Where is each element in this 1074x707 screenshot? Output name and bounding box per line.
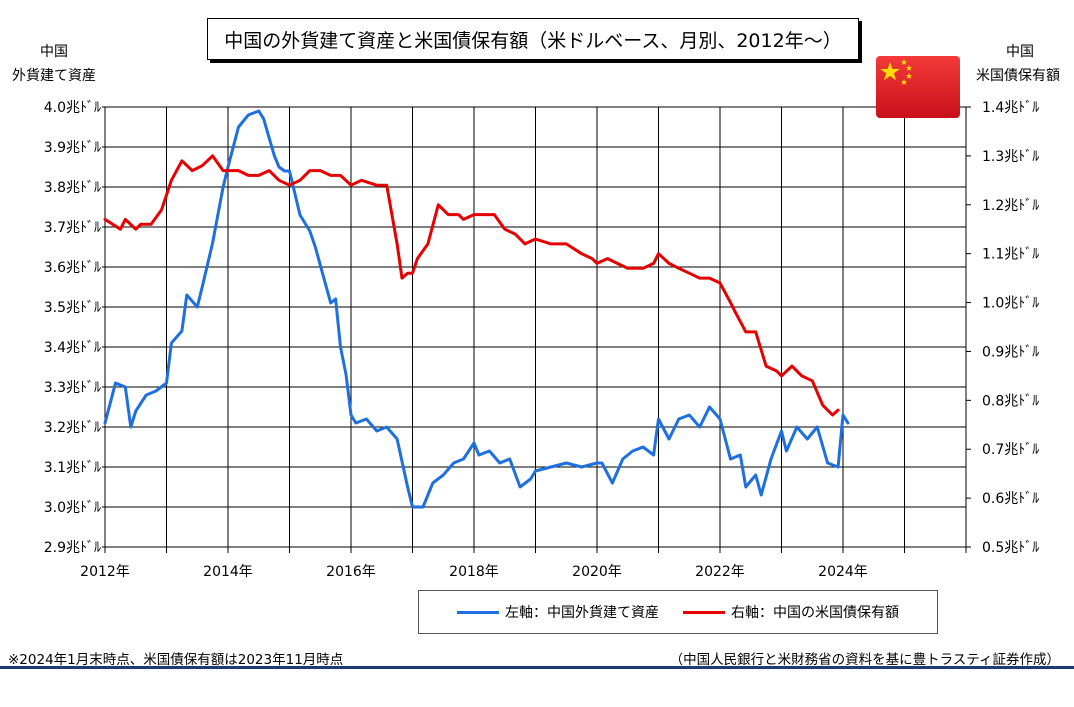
y-right-tick-label: 0.6兆ﾄﾞﾙ [982, 491, 1039, 507]
china-flag-icon [876, 56, 960, 118]
y-left-tick-label: 3.1兆ﾄﾞﾙ [44, 460, 101, 476]
y-right-tick-label: 0.5兆ﾄﾞﾙ [982, 540, 1039, 556]
footnote-left: ※2024年1月末時点、米国債保有額は2023年11月時点 [8, 652, 344, 668]
right-axis-title: 中国 [986, 40, 1054, 64]
axes [102, 106, 971, 553]
y-left-tick-label: 3.5兆ﾄﾞﾙ [44, 300, 101, 316]
y-left-tick-label: 2.9兆ﾄﾞﾙ [44, 540, 101, 556]
left-axis-title-line1: 中国 [40, 44, 68, 60]
left-axis-title-sub: 外貨建て資産 [0, 64, 108, 88]
legend-label-left: 左軸：中国外貨建て資産 [505, 605, 659, 621]
chart-title: 中国の外貨建て資産と米国債保有額（米ドルベース、月別、2012年～） [207, 18, 859, 60]
legend-label-right: 右軸：中国の米国債保有額 [731, 605, 899, 621]
x-tick-label: 2014年 [203, 564, 253, 580]
y-right-tick-label: 0.7兆ﾄﾞﾙ [982, 442, 1039, 458]
legend-item-left: 左軸：中国外貨建て資産 [457, 602, 659, 622]
x-tick-label: 2012年 [80, 564, 130, 580]
plot-border [104, 106, 967, 548]
y-left-tick-label: 3.0兆ﾄﾞﾙ [44, 500, 101, 516]
left-axis-title-line2: 外貨建て資産 [12, 68, 96, 84]
x-tick-label: 2020年 [572, 564, 622, 580]
y-left-tick-label: 3.6兆ﾄﾞﾙ [44, 260, 101, 276]
right-axis-title-line1: 中国 [1006, 44, 1034, 60]
y-right-tick-label: 1.4兆ﾄﾞﾙ [982, 100, 1039, 116]
left-axis-title: 中国 [20, 40, 88, 64]
y-right-tick-label: 0.8兆ﾄﾞﾙ [982, 393, 1039, 409]
series-line-us-treasury-holdings [103, 154, 840, 417]
y-right-tick-label: 0.9兆ﾄﾞﾙ [982, 344, 1039, 360]
tick-labels: 2.9兆ﾄﾞﾙ 3.0兆ﾄﾞﾙ 3.1兆ﾄﾞﾙ 3.2兆ﾄﾞﾙ 3.3兆ﾄﾞﾙ 3.4兆ﾄ… [44, 100, 1040, 580]
y-right-tick-label: 1.1兆ﾄﾞﾙ [982, 247, 1039, 263]
y-right-tick-label: 1.3兆ﾄﾞﾙ [982, 149, 1039, 165]
x-tick-label: 2022年 [695, 564, 745, 580]
y-left-tick-label: 3.9兆ﾄﾞﾙ [44, 140, 101, 156]
y-right-tick-label: 1.2兆ﾄﾞﾙ [982, 198, 1039, 214]
y-left-tick-label: 3.2兆ﾄﾞﾙ [44, 420, 101, 436]
legend-swatch-red [683, 610, 725, 614]
x-tick-label: 2016年 [326, 564, 376, 580]
footnote-source: （中国人民銀行と米財務省の資料を基に豊トラスティ証券作成） [669, 652, 1060, 668]
y-left-tick-label: 3.8兆ﾄﾞﾙ [44, 180, 101, 196]
y-left-tick-label: 3.4兆ﾄﾞﾙ [44, 340, 101, 356]
y-left-tick-label: 3.3兆ﾄﾞﾙ [44, 380, 101, 396]
x-tick-label: 2024年 [818, 564, 868, 580]
right-axis-title-line2: 米国債保有額 [976, 68, 1060, 84]
y-left-tick-label: 3.7兆ﾄﾞﾙ [44, 220, 101, 236]
y-right-tick-label: 1.0兆ﾄﾞﾙ [982, 296, 1039, 312]
legend-swatch-blue [457, 610, 499, 614]
right-axis-title-sub: 米国債保有額 [964, 64, 1072, 88]
bottom-rule [0, 666, 1074, 669]
y-left-tick-label: 4.0兆ﾄﾞﾙ [44, 100, 101, 116]
grid-lines [104, 106, 967, 548]
series-lines [103, 109, 850, 509]
legend-item-right: 右軸：中国の米国債保有額 [683, 602, 899, 622]
x-tick-label: 2018年 [449, 564, 499, 580]
series-line-foreign-assets [103, 109, 850, 509]
chart-legend: 左軸：中国外貨建て資産 右軸：中国の米国債保有額 [418, 590, 938, 634]
